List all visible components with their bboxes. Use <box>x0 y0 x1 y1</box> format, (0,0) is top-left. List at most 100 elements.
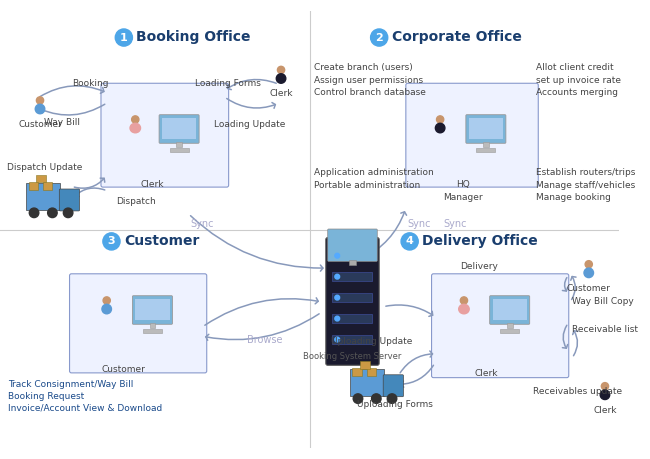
Text: Receivable list: Receivable list <box>571 325 638 334</box>
Circle shape <box>353 394 363 403</box>
Text: 4: 4 <box>406 236 413 246</box>
Text: Booking Office: Booking Office <box>136 30 251 44</box>
Circle shape <box>372 394 381 403</box>
Circle shape <box>335 253 340 258</box>
Text: 3: 3 <box>108 236 115 246</box>
FancyBboxPatch shape <box>489 296 530 325</box>
Circle shape <box>36 97 44 104</box>
Bar <box>348 259 356 265</box>
Text: Uploading Forms: Uploading Forms <box>358 399 434 409</box>
Circle shape <box>335 274 340 279</box>
Circle shape <box>585 261 592 268</box>
FancyBboxPatch shape <box>159 115 199 143</box>
Ellipse shape <box>600 390 610 399</box>
Text: Sync: Sync <box>408 218 431 229</box>
Ellipse shape <box>130 123 140 133</box>
Text: Track Consignment/Way Bill: Track Consignment/Way Bill <box>8 381 133 390</box>
Bar <box>43 182 53 190</box>
Bar <box>333 335 372 344</box>
FancyBboxPatch shape <box>101 83 229 187</box>
Text: Browse: Browse <box>247 335 283 345</box>
Bar <box>176 142 182 147</box>
Ellipse shape <box>459 304 469 314</box>
Bar <box>143 329 162 333</box>
Circle shape <box>103 297 111 304</box>
Text: Booking System Server: Booking System Server <box>304 352 402 361</box>
Text: Customer: Customer <box>567 284 611 293</box>
Text: Customer: Customer <box>102 365 146 374</box>
Text: Establish routers/trips
Manage staff/vehicles
Manage booking: Establish routers/trips Manage staff/veh… <box>536 168 636 202</box>
Text: Booking: Booking <box>72 79 109 89</box>
Text: Create branch (users)
Assign user permissions
Control branch database: Create branch (users) Assign user permis… <box>315 63 426 97</box>
Circle shape <box>115 29 133 46</box>
Text: 2: 2 <box>375 33 383 43</box>
Text: Loading Update: Loading Update <box>214 120 286 129</box>
Text: Way Bill Copy: Way Bill Copy <box>571 297 633 306</box>
Bar <box>26 183 60 210</box>
Text: Allot client credit
set up invoice rate
Accounts merging: Allot client credit set up invoice rate … <box>536 63 621 97</box>
Text: Clerk: Clerk <box>474 369 498 378</box>
Circle shape <box>103 233 120 250</box>
Bar <box>507 323 513 328</box>
Text: Clerk: Clerk <box>593 406 617 415</box>
FancyBboxPatch shape <box>469 118 503 140</box>
Bar <box>170 148 188 152</box>
Circle shape <box>437 116 444 123</box>
FancyBboxPatch shape <box>493 298 527 320</box>
FancyBboxPatch shape <box>59 189 79 211</box>
Ellipse shape <box>276 74 286 83</box>
Text: Clerk: Clerk <box>269 89 292 98</box>
Circle shape <box>132 116 139 123</box>
Text: Dispatch Update: Dispatch Update <box>6 163 82 172</box>
FancyBboxPatch shape <box>135 298 170 320</box>
Text: 1: 1 <box>120 33 127 43</box>
Text: Customer: Customer <box>18 120 62 129</box>
Text: Way Bill: Way Bill <box>44 118 80 127</box>
FancyBboxPatch shape <box>384 375 404 397</box>
Text: Sync: Sync <box>444 218 467 229</box>
Circle shape <box>335 316 340 321</box>
Bar <box>29 182 38 190</box>
Bar <box>500 329 519 333</box>
Bar <box>352 368 362 376</box>
Circle shape <box>460 297 467 304</box>
Circle shape <box>387 394 396 403</box>
Text: Customer: Customer <box>124 234 199 248</box>
Ellipse shape <box>102 304 111 314</box>
Circle shape <box>335 337 340 342</box>
Circle shape <box>29 208 39 218</box>
FancyBboxPatch shape <box>466 115 506 143</box>
Bar <box>150 323 155 328</box>
Text: Corporate Office: Corporate Office <box>391 30 521 44</box>
Text: Sync: Sync <box>190 218 214 229</box>
FancyBboxPatch shape <box>162 118 196 140</box>
Bar <box>333 293 372 302</box>
Text: Delivery: Delivery <box>460 263 498 271</box>
Text: Loading Forms: Loading Forms <box>195 79 261 89</box>
FancyBboxPatch shape <box>70 274 207 373</box>
Bar <box>36 175 46 182</box>
FancyBboxPatch shape <box>326 238 379 365</box>
Circle shape <box>63 208 73 218</box>
Text: Delivery Office: Delivery Office <box>422 234 538 248</box>
FancyBboxPatch shape <box>133 296 172 325</box>
Text: Receivables update: Receivables update <box>534 387 623 396</box>
Text: Application administration
Portable administration: Application administration Portable admi… <box>315 168 434 190</box>
Ellipse shape <box>436 123 445 133</box>
Bar <box>333 251 372 260</box>
Text: Invoice/Account View & Download: Invoice/Account View & Download <box>8 403 162 412</box>
Circle shape <box>370 29 388 46</box>
Bar <box>483 142 489 147</box>
Bar <box>333 272 372 281</box>
Text: Booking Request: Booking Request <box>8 392 84 401</box>
Circle shape <box>278 66 285 73</box>
Circle shape <box>47 208 57 218</box>
Circle shape <box>335 295 340 300</box>
Ellipse shape <box>35 104 45 114</box>
Bar <box>360 361 370 369</box>
Text: Clerk: Clerk <box>140 180 164 190</box>
Circle shape <box>601 383 608 390</box>
FancyBboxPatch shape <box>406 83 538 187</box>
FancyBboxPatch shape <box>432 274 569 378</box>
Text: Uploading Update: Uploading Update <box>331 336 412 346</box>
